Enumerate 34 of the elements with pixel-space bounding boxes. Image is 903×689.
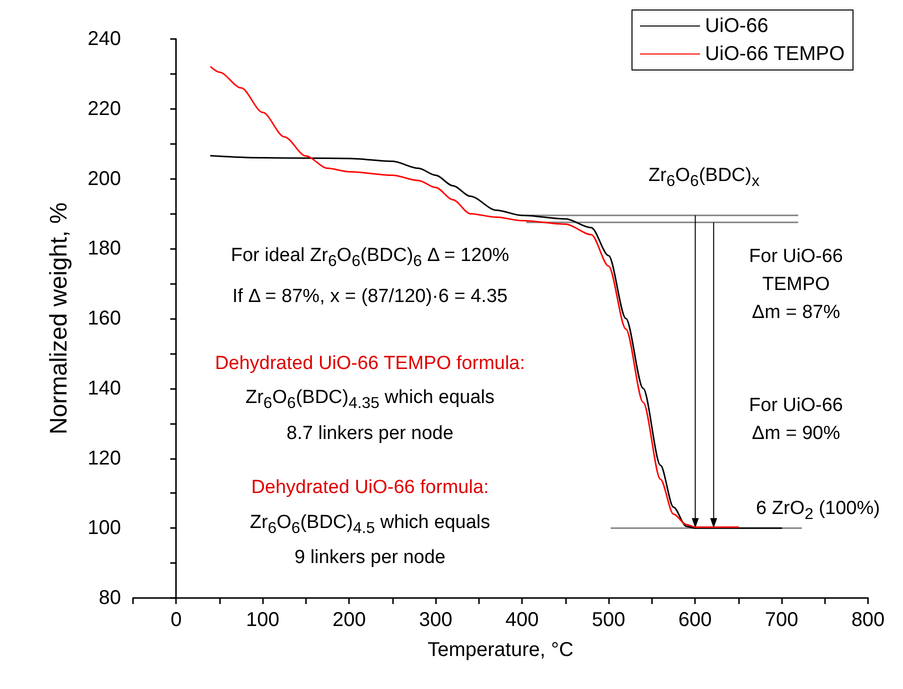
y-axis-title: Normalized weight, % bbox=[46, 202, 72, 435]
y-tick-label: 160 bbox=[88, 308, 121, 330]
annotation: For UiO-66 TEMPO Δm = 87% bbox=[748, 245, 844, 325]
x-tick-label: 700 bbox=[764, 609, 798, 631]
y-tick-label: 100 bbox=[88, 517, 121, 540]
x-tick-label: 600 bbox=[678, 609, 712, 631]
annotation: For UiO-66 Δm = 90% bbox=[748, 394, 844, 446]
legend-label: UiO-66 TEMPO bbox=[704, 43, 845, 65]
annotation: If Δ = 87%, x = (87/120)·6 = 4.35 bbox=[231, 285, 509, 309]
x-tick-label: 400 bbox=[505, 609, 539, 631]
annotation: For ideal Zr$_{6}$O$_{6}$(BDC)$_{6}$ Δ = 120% bbox=[230, 244, 510, 272]
x-tick-label: 200 bbox=[332, 609, 366, 631]
annotation: Dehydrated UiO-66 TEMPO formula: bbox=[214, 352, 526, 376]
x-axis-title: Temperature, °C bbox=[428, 639, 574, 661]
x-tick-label: 100 bbox=[246, 609, 280, 631]
y-tick-label: 220 bbox=[88, 98, 121, 120]
x-tick-label: 0 bbox=[170, 609, 182, 631]
y-tick-label: 140 bbox=[88, 377, 121, 400]
y-tick-label: 80 bbox=[98, 587, 121, 609]
annotation: Zr$_{6}$O$_{6}$(BDC)$_{x}$ bbox=[647, 164, 761, 192]
annotation: Zr$_{6}$O$_{6}$(BDC)$_{4.35}$ which equals bbox=[244, 386, 496, 414]
x-tick-label: 300 bbox=[418, 609, 452, 631]
y-tick-label: 200 bbox=[88, 168, 121, 190]
y-tick-label: 120 bbox=[88, 447, 121, 470]
x-tick-label: 800 bbox=[851, 609, 885, 631]
y-tick-label: 240 bbox=[88, 28, 121, 50]
annotation: 8.7 linkers per node bbox=[286, 422, 454, 446]
legend-label: UiO-66 bbox=[704, 15, 768, 37]
annotation: Dehydrated UiO-66 formula: bbox=[250, 476, 490, 500]
y-tick-label: 180 bbox=[88, 238, 121, 260]
annotation: 6 ZrO$_{2}$ (100%) bbox=[755, 497, 881, 525]
annotation: 9 linkers per node bbox=[293, 546, 447, 570]
x-tick-label: 500 bbox=[592, 609, 626, 631]
annotation: Zr$_{6}$O$_{6}$(BDC)$_{4.5}$ which equals bbox=[248, 511, 492, 539]
